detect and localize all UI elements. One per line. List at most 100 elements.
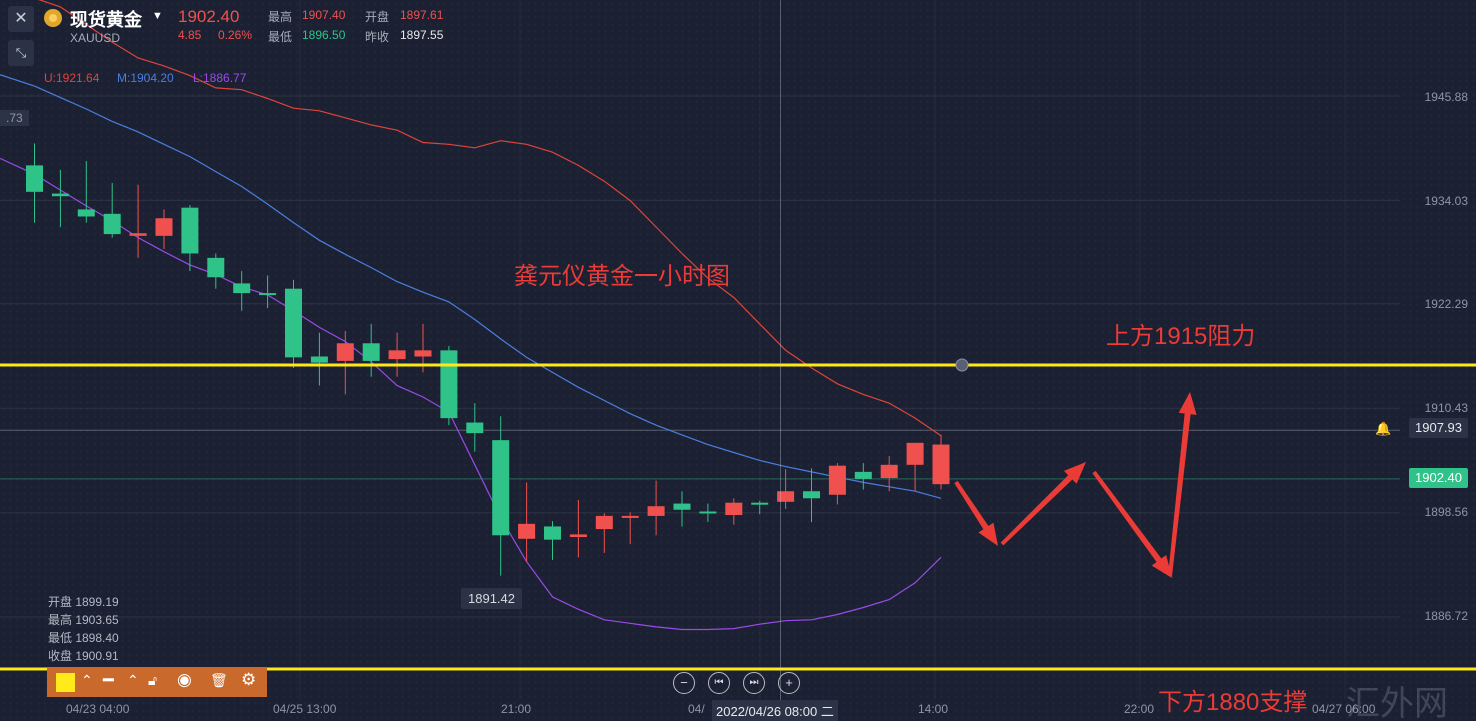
symbol-code: XAUUSD [70,31,121,45]
candle-body [155,218,173,236]
scroll-start-button[interactable]: ⏮ [708,672,730,694]
candle-body [492,440,510,536]
candle-body [725,502,743,516]
candle-body [673,503,691,510]
price-axis-label: 1910.43 [1424,401,1468,415]
high-value: 1907.40 [302,8,346,22]
candle-body [414,350,432,357]
time-axis-label: 04/ [688,702,705,716]
candle-body [569,534,587,538]
upper-band-line [38,0,942,437]
candle-body [207,257,225,278]
scroll-end-button[interactable]: ⏭ [743,672,765,694]
bell-icon[interactable]: 🔔 [1375,421,1392,436]
down-arrow [1092,470,1172,578]
candle-body [310,356,328,363]
settings-icon[interactable]: ⚙︎ [241,670,257,689]
candle-body [129,233,147,236]
ohlc-low: 最低 1898.40 [48,631,119,645]
support-annotation: 下方1880支撑 [1158,689,1308,716]
last-price-tag: 1902.40 [1409,468,1468,488]
candle-body [440,350,458,419]
middle-band-line [0,74,942,499]
candle-body [932,444,950,485]
zoom-in-button[interactable]: + [778,672,800,694]
lower-band-line [0,157,942,631]
candle-body [803,491,820,499]
open-value: 1897.61 [400,8,444,22]
price-axis-label: 1934.03 [1424,194,1468,208]
candle-body [233,283,251,294]
line-style-icon[interactable]: ━ [103,670,114,690]
middle-band-value: M:1904.20 [117,71,174,85]
color-swatch[interactable] [56,673,75,692]
price-axis-label: 1945.88 [1424,90,1468,104]
time-axis-label: 04/23 04:00 [66,702,130,716]
candle-body [647,506,665,516]
candle-body [595,515,613,530]
price-axis-label: 1922.29 [1424,297,1468,311]
resistance-annotation: 上方1915阻力 [1106,323,1256,350]
candle-body [621,515,639,518]
candle-body [51,193,69,197]
trash-icon[interactable]: 🗑︎ [210,672,228,688]
time-axis-label: 21:00 [501,702,532,716]
collapse-icon[interactable]: ⤡ [8,40,34,66]
up-arrow [1168,392,1197,577]
left-price-tag: .73 [0,110,29,126]
prev-close-label: 昨收 [365,30,390,44]
candle-body [854,471,872,479]
chart-title-annotation: 龚元仪黄金一小时图 [514,263,730,290]
chevron-down-icon[interactable]: ▼ [152,10,163,22]
ohlc-high: 最高 1903.65 [48,613,119,627]
crosshair-price-tag: 1907.93 [1409,418,1468,438]
low-price-tooltip: 1891.42 [461,588,522,609]
time-axis-label: 14:00 [918,702,949,716]
close-icon[interactable]: ✕ [8,6,34,32]
zoom-out-button[interactable]: − [673,672,695,694]
price-change-percent: 0.26% [218,28,253,42]
price-axis-label: 1886.72 [1424,609,1468,623]
candle-body [699,511,717,514]
chevron-up-icon[interactable]: ⌃ [81,672,93,688]
candle-body [518,523,536,539]
candle-body [336,343,354,361]
price-axis-label: 1898.56 [1424,505,1468,519]
time-axis-label: 04/25 13:00 [273,702,337,716]
ohlc-close: 收盘 1900.91 [48,649,119,663]
crosshair-vertical-line [780,0,781,700]
candle-body [103,213,121,235]
candle-body [181,207,199,254]
gold-logo-icon [44,9,62,27]
candle-body [828,465,846,495]
crosshair-time-tag: 2022/04/26 08:00 二 [712,700,838,721]
lock-icon[interactable]: 🔓︎ [148,672,158,688]
price-change: 4.85 [178,28,202,42]
symbol-name[interactable]: 现货黄金 [70,10,142,30]
candle-body [777,491,795,502]
candle-body [906,442,924,465]
line-handle [955,358,969,372]
candle-body [285,288,302,358]
time-axis-label: 22:00 [1124,702,1155,716]
drawing-toolbar: ⌃ ━ ⌃ 🔓︎ ◉ 🗑︎ ⚙︎ [47,667,267,697]
candle-body [544,526,561,540]
candle-body [77,209,95,217]
eye-icon[interactable]: ◉ [177,670,192,689]
candle-body [362,343,380,361]
low-value: 1896.50 [302,28,346,42]
candle-body [259,293,277,296]
chevron-up-icon[interactable]: ⌃ [127,672,139,688]
current-price: 1902.40 [178,7,240,26]
time-axis-label: 04/27 06:00 [1312,702,1376,716]
low-label: 最低 [268,30,293,44]
down-arrow [954,480,998,546]
lower-band-value: L:1886.77 [193,71,247,85]
candle-body [751,502,769,505]
candle-body [388,350,406,360]
candle-body [880,464,898,479]
upper-band-value: U:1921.64 [44,71,100,85]
